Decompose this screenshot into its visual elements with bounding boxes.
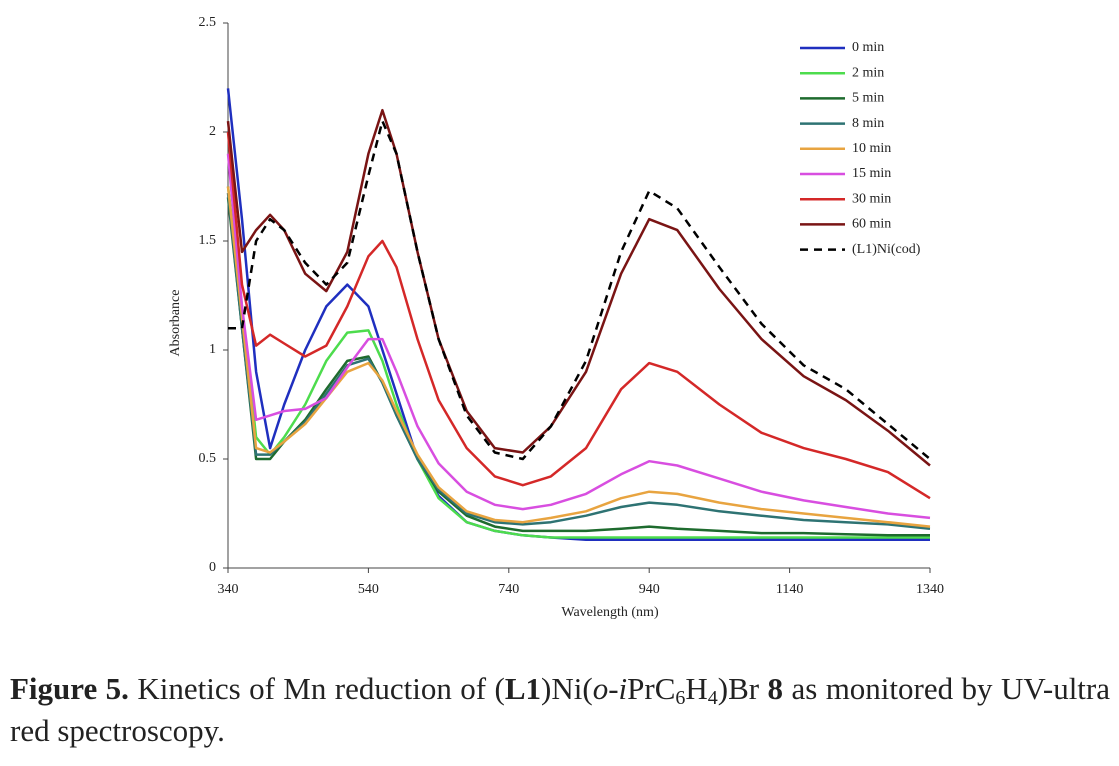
y-axis-label: Absorbance [168, 290, 183, 357]
caption-text: L1 [504, 671, 542, 706]
series-line [228, 119, 931, 461]
caption-text: 8 [767, 671, 784, 706]
legend-label: 8 min [852, 116, 884, 131]
x-tick-label: 1340 [916, 582, 944, 597]
series-line [226, 88, 930, 541]
caption-text: 4 [707, 687, 718, 709]
y-tick-label: 1.5 [199, 233, 217, 248]
series-line [226, 197, 930, 537]
x-axis-label: Wavelength (nm) [561, 605, 659, 620]
caption-text: PrC [627, 671, 676, 706]
legend-label: 30 min [852, 191, 891, 206]
y-tick-label: 2.5 [199, 15, 217, 30]
series-line [226, 131, 931, 500]
caption: Figure 5. Kinetics of Mn reduction of (L… [10, 668, 1110, 752]
chart: Absorbance Wavelength (nm) 0 0.5 1 1.5 2 2.5 3… [168, 15, 944, 620]
caption-text: )Ni( [541, 671, 593, 706]
legend-label: (L1)Ni(cod) [852, 242, 921, 257]
caption-text: Kinetics of Mn reduction of ( [128, 671, 505, 706]
series-line [226, 186, 930, 539]
caption-text: H [685, 671, 708, 706]
legend-label: 15 min [852, 166, 891, 181]
caption-text: - [608, 671, 619, 706]
caption-text: 6 [675, 687, 686, 709]
legend-label: 60 min [852, 217, 891, 232]
y-tick-label: 2 [209, 124, 216, 139]
legend-label: 0 min [852, 40, 884, 55]
caption-text: as monitored by UV-ultra red spectroscop… [10, 671, 1111, 748]
legend-label: 2 min [852, 65, 884, 80]
legend-label: 10 min [852, 141, 891, 156]
x-tick-label: 340 [218, 582, 239, 597]
caption-text: )Br [717, 671, 768, 706]
x-tick-label: 540 [358, 582, 379, 597]
caption-label: Figure 5. [10, 671, 129, 706]
series-line [226, 186, 931, 528]
legend-label: 5 min [852, 91, 884, 106]
series-line [226, 192, 931, 531]
series-line [226, 108, 931, 467]
y-tick-label: 0 [209, 560, 216, 575]
x-tick-label: 740 [498, 582, 519, 597]
x-tick-label: 1140 [776, 582, 803, 597]
y-tick-label: 1 [209, 342, 216, 357]
caption-text: i [618, 671, 628, 706]
x-tick-label: 940 [639, 582, 660, 597]
y-tick-label: 0.5 [199, 451, 217, 466]
series-line [226, 153, 931, 520]
caption-text: o [592, 671, 609, 706]
